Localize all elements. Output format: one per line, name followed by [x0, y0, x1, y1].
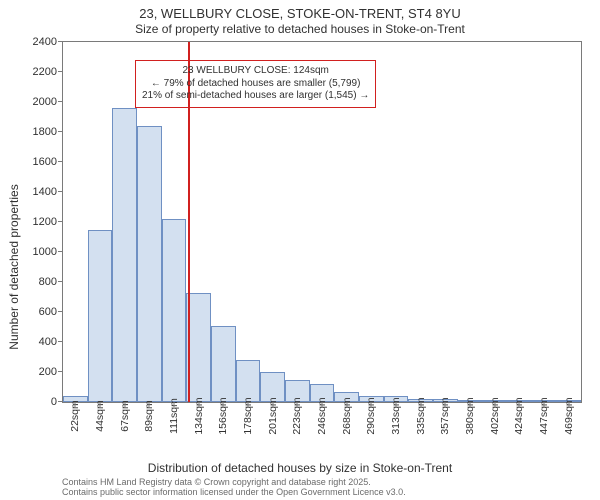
x-tick-mark — [470, 402, 471, 407]
x-tick-mark — [174, 402, 175, 407]
bar-slot: 44sqm — [88, 230, 113, 403]
x-tick-mark — [519, 402, 520, 407]
y-tick-label: 2200 — [33, 66, 57, 78]
bar-slot: 246sqm — [310, 384, 335, 402]
y-tick-mark — [58, 41, 63, 42]
y-tick-label: 1000 — [33, 246, 57, 258]
y-tick-mark — [58, 71, 63, 72]
annotation-line: ← 79% of detached houses are smaller (5,… — [142, 78, 369, 91]
chart-container: Number of detached properties 22sqm44sqm… — [0, 37, 600, 497]
x-tick-mark — [297, 402, 298, 407]
x-tick-mark — [272, 402, 273, 407]
x-tick-mark — [544, 402, 545, 407]
x-tick-mark — [494, 402, 495, 407]
bar-slot: 67sqm — [112, 108, 137, 402]
bar-slot: 156sqm — [211, 326, 236, 403]
bar-slot: 402sqm — [482, 400, 507, 402]
attribution-text: Contains HM Land Registry data © Crown c… — [62, 477, 406, 498]
x-tick-mark — [75, 402, 76, 407]
x-tick-mark — [445, 402, 446, 407]
bar-slot: 22sqm — [63, 396, 88, 402]
y-tick-label: 200 — [39, 366, 57, 378]
y-tick-label: 1200 — [33, 216, 57, 228]
y-tick-mark — [58, 341, 63, 342]
histogram-bar — [137, 126, 162, 402]
annotation-box: 23 WELLBURY CLOSE: 124sqm← 79% of detach… — [135, 60, 376, 108]
histogram-bar — [211, 326, 236, 403]
y-tick-label: 1800 — [33, 126, 57, 138]
y-tick-label: 1600 — [33, 156, 57, 168]
bar-slot: 223sqm — [285, 380, 310, 403]
bar-slot: 335sqm — [408, 399, 433, 403]
y-tick-label: 400 — [39, 336, 57, 348]
bar-slot: 89sqm — [137, 126, 162, 402]
bar-slot: 268sqm — [334, 392, 359, 403]
chart-title-sub: Size of property relative to detached ho… — [0, 22, 600, 37]
bar-slot: 134sqm — [186, 293, 211, 403]
x-tick-mark — [322, 402, 323, 407]
x-axis-label: Distribution of detached houses by size … — [0, 461, 600, 475]
bar-slot: 111sqm — [162, 219, 187, 402]
bar-slot: 357sqm — [433, 399, 458, 402]
y-tick-mark — [58, 251, 63, 252]
bar-slot: 380sqm — [458, 400, 483, 402]
y-tick-label: 1400 — [33, 186, 57, 198]
y-tick-mark — [58, 311, 63, 312]
bar-slot: 290sqm — [359, 396, 384, 402]
x-tick-mark — [248, 402, 249, 407]
x-tick-mark — [149, 402, 150, 407]
attribution-line: Contains public sector information licen… — [62, 487, 406, 497]
histogram-bar — [186, 293, 211, 403]
bar-slot: 201sqm — [260, 372, 285, 402]
histogram-bar — [88, 230, 113, 403]
x-tick-mark — [100, 402, 101, 407]
y-tick-label: 800 — [39, 276, 57, 288]
x-tick-mark — [371, 402, 372, 407]
attribution-line: Contains HM Land Registry data © Crown c… — [62, 477, 406, 487]
x-tick-mark — [124, 402, 125, 407]
x-tick-mark — [346, 402, 347, 407]
y-tick-label: 0 — [51, 396, 57, 408]
y-tick-mark — [58, 101, 63, 102]
histogram-bar — [112, 108, 137, 402]
y-tick-mark — [58, 191, 63, 192]
chart-title-block: 23, WELLBURY CLOSE, STOKE-ON-TRENT, ST4 … — [0, 0, 600, 37]
y-tick-label: 2000 — [33, 96, 57, 108]
y-tick-mark — [58, 401, 63, 402]
bar-slot: 313sqm — [384, 396, 409, 402]
y-tick-label: 2400 — [33, 36, 57, 48]
bar-slot: 469sqm — [556, 400, 581, 402]
chart-title-main: 23, WELLBURY CLOSE, STOKE-ON-TRENT, ST4 … — [0, 6, 600, 22]
x-tick-mark — [223, 402, 224, 407]
histogram-bar — [162, 219, 187, 402]
y-tick-mark — [58, 221, 63, 222]
annotation-line: 21% of semi-detached houses are larger (… — [142, 90, 369, 103]
bar-slot: 424sqm — [507, 400, 532, 402]
x-tick-mark — [568, 402, 569, 407]
bar-slot: 178sqm — [236, 360, 261, 402]
y-tick-mark — [58, 131, 63, 132]
y-axis-label: Number of detached properties — [7, 185, 21, 350]
y-tick-label: 600 — [39, 306, 57, 318]
plot-area: 22sqm44sqm67sqm89sqm111sqm134sqm156sqm17… — [62, 41, 582, 403]
x-tick-mark — [420, 402, 421, 407]
x-tick-mark — [396, 402, 397, 407]
bar-slot: 447sqm — [532, 400, 557, 402]
annotation-line: 23 WELLBURY CLOSE: 124sqm — [142, 65, 369, 78]
y-tick-mark — [58, 371, 63, 372]
y-tick-mark — [58, 161, 63, 162]
histogram-bar — [236, 360, 261, 402]
y-tick-mark — [58, 281, 63, 282]
x-tick-mark — [198, 402, 199, 407]
